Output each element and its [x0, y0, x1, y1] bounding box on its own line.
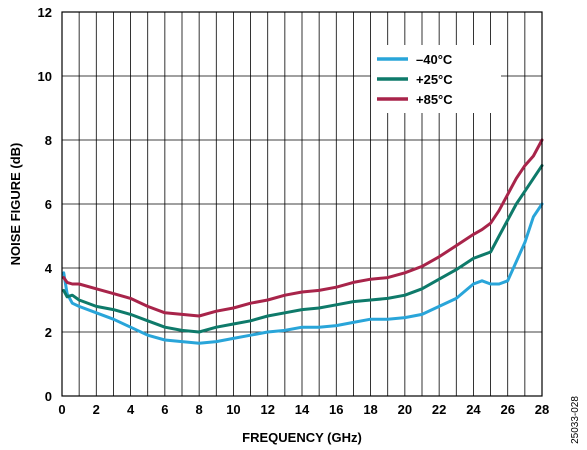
legend-label-1: –40°C: [416, 52, 453, 67]
x-tick-label: 22: [432, 402, 446, 417]
y-tick-label: 8: [45, 133, 52, 148]
x-tick-label: 0: [58, 402, 65, 417]
legend: –40°C +25°C +85°C: [371, 45, 501, 113]
y-tick-label: 12: [38, 5, 52, 20]
y-axis-title: NOISE FIGURE (dB): [8, 143, 23, 266]
y-tick-labels: 0 2 4 6 8 10 12: [38, 5, 53, 404]
x-tick-label: 16: [329, 402, 343, 417]
series-line-3: [62, 138, 544, 318]
x-tick-label: 4: [127, 402, 135, 417]
x-tick-label: 6: [161, 402, 168, 417]
x-tick-label: 18: [363, 402, 377, 417]
y-tick-label: 6: [45, 197, 52, 212]
series-lines: [62, 138, 544, 345]
x-tick-label: 12: [260, 402, 274, 417]
x-tick-label: 8: [196, 402, 203, 417]
x-tick-labels: 0 2 4 6 8 10 12 14 16 18 20 22 24 26 28: [58, 402, 549, 417]
y-tick-label: 0: [45, 389, 52, 404]
series-line-2: [62, 164, 544, 334]
legend-label-2: +25°C: [416, 72, 453, 87]
x-tick-label: 28: [535, 402, 549, 417]
y-tick-label: 4: [45, 261, 53, 276]
x-tick-label: 10: [226, 402, 240, 417]
x-tick-label: 2: [93, 402, 100, 417]
figure-id: 25033-028: [570, 396, 581, 444]
y-tick-label: 2: [45, 325, 52, 340]
legend-label-3: +85°C: [416, 92, 453, 107]
x-axis-title: FREQUENCY (GHz): [242, 430, 362, 445]
x-tick-label: 20: [398, 402, 412, 417]
x-tick-label: 24: [466, 402, 481, 417]
x-tick-label: 26: [500, 402, 514, 417]
y-tick-label: 10: [38, 69, 52, 84]
series-line-1: [62, 202, 544, 345]
plot-frame: [61, 11, 543, 397]
grid-lines: [61, 11, 543, 397]
x-tick-label: 14: [295, 402, 310, 417]
